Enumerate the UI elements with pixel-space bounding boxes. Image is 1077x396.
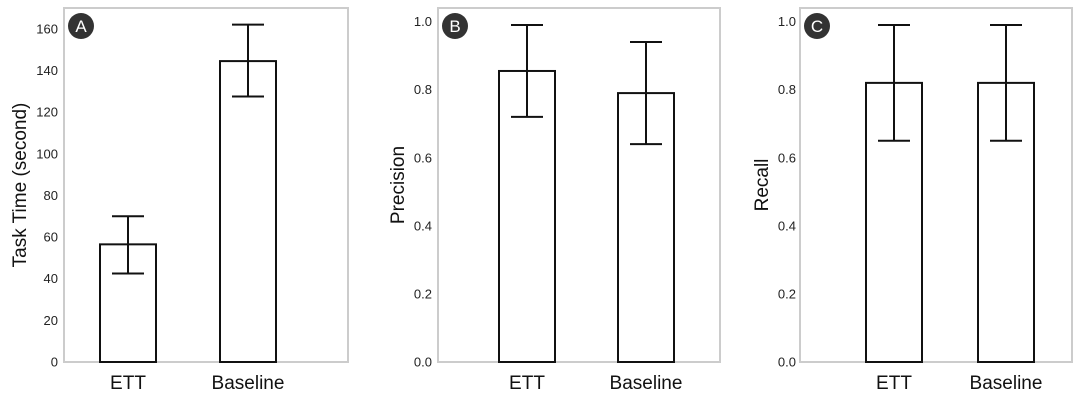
y-tick-label: 20: [44, 313, 58, 328]
y-axis-label: Recall: [752, 159, 773, 212]
chart-panel-a: 0 20 40 60 80 100 120 140 160 Task Time (second) E…: [10, 7, 349, 394]
y-tick-label: 100: [36, 146, 58, 161]
y-tick-label: 0.2: [414, 286, 432, 301]
panel-letter: A: [75, 17, 87, 36]
y-tick-label: 0.2: [778, 286, 796, 301]
y-tick-label: 0.4: [778, 218, 796, 233]
plot-frame: [437, 7, 721, 363]
panel-badge: [442, 13, 468, 39]
chart-panel-c: 0.0 0.2 0.4 0.6 0.8 1.0 Recall ETT Baseline C: [752, 7, 1073, 394]
x-category-label: Baseline: [212, 373, 285, 394]
y-tick-label: 0.6: [778, 150, 796, 165]
y-tick-label: 0.6: [414, 150, 432, 165]
y-tick-label: 1.0: [414, 14, 432, 29]
y-axis-label: Precision: [388, 146, 409, 224]
y-tick-label: 120: [36, 105, 58, 120]
y-tick-label: 140: [36, 63, 58, 78]
x-category-label: ETT: [509, 373, 545, 394]
y-tick-label: 0.8: [414, 82, 432, 97]
x-category-label: ETT: [110, 373, 146, 394]
y-tick-label: 0.8: [778, 82, 796, 97]
plot-frame: [799, 7, 1073, 363]
y-tick-label: 40: [44, 271, 58, 286]
panel-letter: B: [449, 17, 460, 36]
chart-panel-b: 0.0 0.2 0.4 0.6 0.8 1.0 Precision ETT Baseline B: [388, 7, 721, 394]
plot-frame: [63, 7, 349, 363]
y-tick-label: 80: [44, 188, 58, 203]
x-category-label: Baseline: [970, 373, 1043, 394]
panel-badge: [804, 13, 830, 39]
y-tick-label: 160: [36, 21, 58, 36]
y-tick-label: 60: [44, 230, 58, 245]
y-tick-label: 0.0: [778, 355, 796, 370]
bar: [498, 69, 556, 363]
bar: [219, 60, 277, 363]
panel-badge: [68, 13, 94, 39]
y-axis-label: Task Time (second): [10, 103, 31, 268]
panel-letter: C: [811, 17, 823, 36]
y-tick-label: 0.4: [414, 218, 432, 233]
x-category-label: ETT: [876, 373, 912, 394]
y-tick-label: 0.0: [414, 355, 432, 370]
y-tick-label: 0: [51, 355, 58, 370]
y-tick-label: 1.0: [778, 14, 796, 29]
x-category-label: Baseline: [610, 373, 683, 394]
